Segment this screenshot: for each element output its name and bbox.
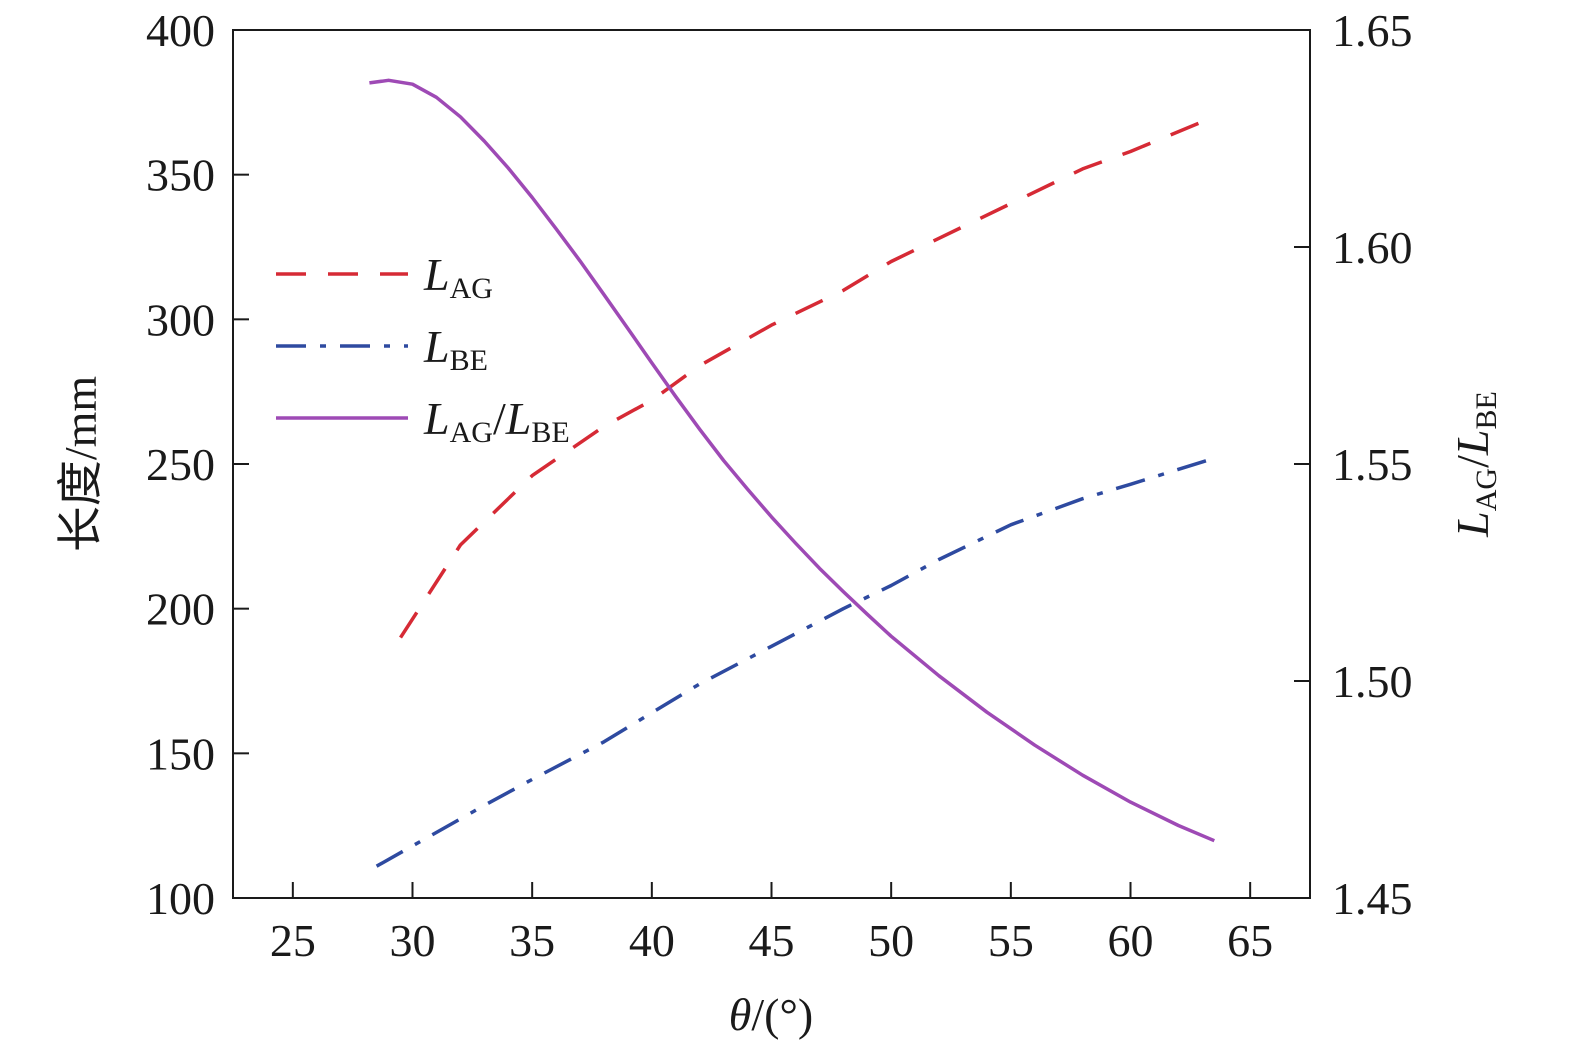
y-right-label-num-sub: AG <box>1470 468 1503 511</box>
y-left-tick-label: 200 <box>146 584 215 635</box>
series-layer <box>369 78 1215 868</box>
y-right-axis-label: LAG/LBE <box>1447 391 1503 538</box>
y-left-tick-label: 400 <box>146 5 215 56</box>
y-right-label-num-main: L <box>1447 511 1498 538</box>
series-lbe-line <box>375 456 1215 868</box>
y-right-tick-label: 1.45 <box>1332 873 1413 924</box>
y-right-label-den-sub: BE <box>1470 391 1503 429</box>
y-right-tick-label: 1.60 <box>1332 222 1413 273</box>
series-lag-line <box>399 115 1215 639</box>
y-left-tick-label: 350 <box>146 150 215 201</box>
y-right-label-slash: / <box>1447 455 1498 468</box>
legend-entry-lbe-label: LBE <box>423 321 488 377</box>
plot-frame <box>232 29 1311 899</box>
legend-entry-ratio-label: LAG/LBE <box>423 393 570 449</box>
y-right-label-den-main: L <box>1447 430 1498 457</box>
ticks: 25 30 35 40 45 50 55 60 65 100 150 200 250 300 350 400 1… <box>146 5 1413 966</box>
legend-entry-lag-label: LAG <box>423 249 493 305</box>
x-axis-label: θ/(°) <box>729 989 813 1040</box>
x-label-symbol: θ <box>729 989 752 1040</box>
x-tick-label: 35 <box>509 915 555 966</box>
x-tick-label: 50 <box>868 915 914 966</box>
x-tick-label: 40 <box>629 915 675 966</box>
y-right-tick-label: 1.50 <box>1332 656 1413 707</box>
y-right-tick-label: 1.55 <box>1332 439 1413 490</box>
x-tick-label: 45 <box>749 915 795 966</box>
y-left-tick-label: 100 <box>146 873 215 924</box>
x-label-unit: /(°) <box>751 989 813 1040</box>
x-tick-label: 65 <box>1227 915 1273 966</box>
y-left-tick-label: 150 <box>146 728 215 779</box>
x-tick-label: 25 <box>270 915 316 966</box>
y-left-tick-label: 250 <box>146 439 215 490</box>
legend: LAG LBE LAG/LBE <box>276 249 570 449</box>
x-tick-label: 30 <box>390 915 436 966</box>
y-right-tick-label: 1.65 <box>1332 5 1413 56</box>
y-left-tick-label: 300 <box>146 294 215 345</box>
x-tick-label: 55 <box>988 915 1034 966</box>
series-ratio-line <box>369 78 1215 843</box>
x-tick-label: 60 <box>1108 915 1154 966</box>
y-left-axis-label: 长度/mm <box>55 376 106 553</box>
